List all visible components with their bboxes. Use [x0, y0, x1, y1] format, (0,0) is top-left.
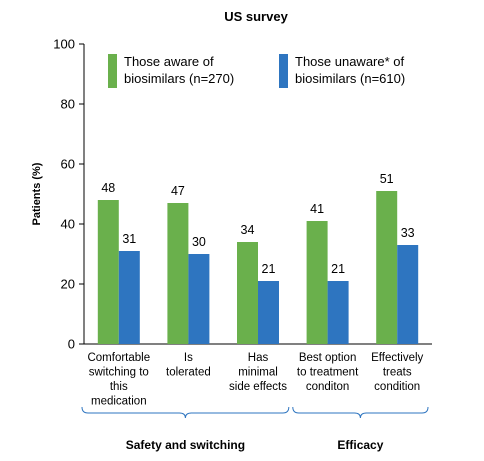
- y-axis-label: Patients (%): [31, 162, 43, 225]
- data-label: 34: [241, 223, 255, 237]
- category-label: Comfortable switching to this medication: [87, 352, 150, 408]
- bar-aware: [167, 203, 189, 344]
- category-labels: Comfortable switching to this medication Is t…: [87, 352, 423, 408]
- category-label-line: conditon: [306, 381, 349, 393]
- data-label: 51: [380, 172, 394, 186]
- data-label: 47: [171, 184, 185, 198]
- category-label-line: switching to: [89, 367, 149, 379]
- data-label: 21: [262, 262, 276, 276]
- data-labels: 48 31 47 30 34 21 41 21 51 33: [101, 172, 414, 276]
- bar-aware: [97, 200, 119, 344]
- category-label-line: treats: [383, 367, 412, 379]
- legend-swatch: [108, 54, 117, 88]
- group-label: Safety and switching: [126, 438, 245, 452]
- category-label: Best option to treatment conditon: [297, 352, 359, 393]
- category-label-line: Best option: [299, 352, 357, 364]
- category-label-line: tolerated: [166, 367, 211, 379]
- data-label: 48: [101, 181, 115, 195]
- legend: Those aware of biosimilars (n=270) Those u…: [108, 54, 405, 88]
- y-tick-label: 60: [61, 157, 75, 172]
- legend-label-line: Those unaware* of: [295, 54, 405, 69]
- category-label-line: this: [110, 381, 128, 393]
- data-label: 30: [192, 235, 206, 249]
- category-label-line: Has: [248, 352, 269, 364]
- y-tick-label: 40: [61, 217, 75, 232]
- bar-unaware: [397, 245, 419, 344]
- bar-unaware: [327, 281, 349, 344]
- category-label-line: Effectively: [371, 352, 423, 364]
- group-label: Efficacy: [337, 438, 383, 452]
- category-label-line: Is: [184, 352, 193, 364]
- category-label: Is tolerated: [166, 352, 211, 379]
- group-bracket: [292, 406, 429, 419]
- legend-swatch: [279, 54, 288, 88]
- category-label-line: medication: [91, 396, 147, 408]
- legend-label: Those unaware* of biosimilars (n=610): [295, 54, 405, 86]
- y-tick-label: 0: [68, 337, 75, 352]
- category-label-line: side effects: [229, 381, 287, 393]
- legend-label-line: biosimilars (n=270): [124, 71, 234, 86]
- data-label: 31: [122, 232, 136, 246]
- y-axis: 0 20 40 60 80 100: [53, 37, 85, 352]
- y-tick-label: 100: [53, 37, 75, 52]
- bars: [97, 191, 419, 344]
- category-label: Has minimal side effects: [229, 352, 287, 393]
- data-label: 33: [401, 226, 415, 240]
- legend-label: Those aware of biosimilars (n=270): [124, 54, 234, 86]
- bar-aware: [306, 221, 328, 344]
- y-tick-label: 20: [61, 277, 75, 292]
- category-label-line: minimal: [238, 367, 278, 379]
- legend-label-line: Those aware of: [124, 54, 214, 69]
- y-tick-label: 80: [61, 97, 75, 112]
- bar-unaware: [118, 251, 140, 344]
- category-label-line: to treatment: [297, 367, 359, 379]
- group-bracket: [81, 406, 290, 419]
- category-groups: Safety and switching Efficacy: [81, 406, 429, 452]
- category-label-line: condition: [374, 381, 420, 393]
- bar-unaware: [188, 254, 210, 344]
- category-label-line: Comfortable: [87, 352, 150, 364]
- data-label: 41: [310, 202, 324, 216]
- chart-title: US survey: [224, 9, 288, 24]
- bar-aware: [237, 242, 258, 344]
- bar-aware: [376, 191, 398, 344]
- legend-label-line: biosimilars (n=610): [295, 71, 405, 86]
- data-label: 21: [331, 262, 345, 276]
- category-label: Effectively treats condition: [371, 352, 423, 393]
- bar-unaware: [258, 281, 279, 344]
